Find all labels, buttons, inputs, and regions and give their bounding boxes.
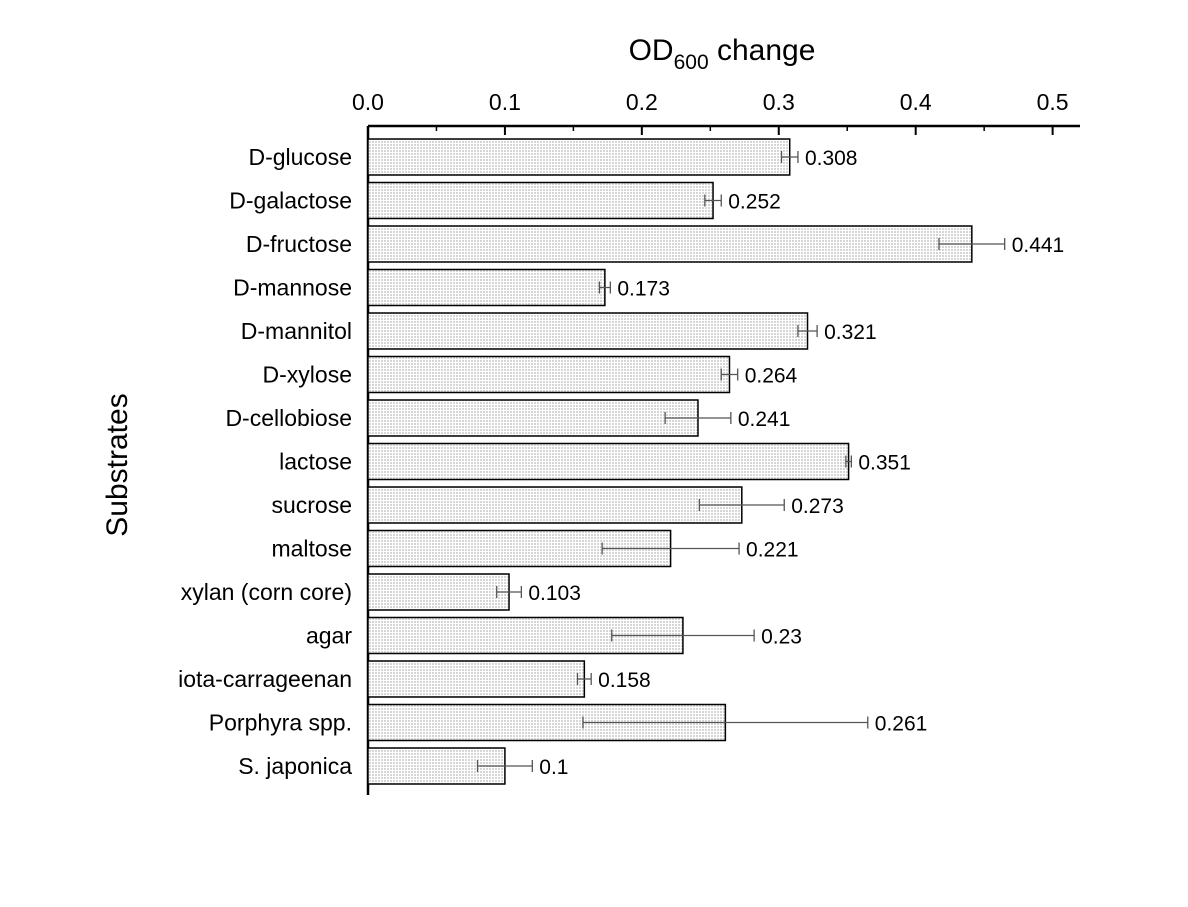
category-label: xylan (corn core) xyxy=(181,579,352,605)
value-label: 0.173 xyxy=(617,278,670,301)
category-label: D-galactose xyxy=(229,188,352,214)
x-tick-label: 0.1 xyxy=(489,89,521,115)
category-label: D-glucose xyxy=(248,144,352,170)
category-label: lactose xyxy=(279,449,352,475)
value-label: 0.308 xyxy=(805,147,858,170)
value-label: 0.103 xyxy=(528,582,581,605)
category-label: D-mannose xyxy=(233,275,352,301)
bar xyxy=(367,399,699,437)
x-tick-label: 0.4 xyxy=(900,89,932,115)
category-label: iota-carrageenan xyxy=(178,666,352,692)
value-label: 0.273 xyxy=(791,495,844,518)
y-axis-title: Substrates xyxy=(101,393,134,536)
category-label: sucrose xyxy=(271,492,352,518)
value-label: 0.158 xyxy=(598,669,651,692)
category-label: D-fructose xyxy=(246,231,352,257)
bar xyxy=(367,355,731,394)
category-label: maltose xyxy=(271,536,352,562)
value-label: 0.264 xyxy=(745,365,798,388)
bar xyxy=(367,181,714,220)
category-label: S. japonica xyxy=(238,753,352,779)
category-label: D-mannitol xyxy=(241,318,352,344)
bar xyxy=(367,747,506,785)
bar xyxy=(367,138,791,176)
value-label: 0.321 xyxy=(824,321,877,344)
plot-area: 0.0 0.1 0.2 0.3 0.4 0.5 D-glucose 0.308 D-galact… xyxy=(178,89,1080,795)
x-tick-label: 0.3 xyxy=(763,89,795,115)
x-tick-label: 0.5 xyxy=(1037,89,1069,115)
value-label: 0.1 xyxy=(539,756,568,779)
value-label: 0.252 xyxy=(728,191,781,214)
bar xyxy=(367,660,586,698)
category-label: Porphyra spp. xyxy=(209,710,352,736)
bar xyxy=(367,442,850,481)
category-label: agar xyxy=(306,623,352,649)
bar xyxy=(367,268,606,307)
value-label: 0.441 xyxy=(1012,234,1065,257)
value-label: 0.221 xyxy=(746,539,799,562)
x-axis-title: OD600 change xyxy=(629,34,816,74)
value-label: 0.23 xyxy=(761,626,802,649)
category-label: D-xylose xyxy=(263,362,352,388)
bar xyxy=(367,312,809,350)
bar xyxy=(367,486,743,524)
value-label: 0.241 xyxy=(738,408,791,431)
value-label: 0.261 xyxy=(875,713,928,736)
x-tick-label: 0.2 xyxy=(626,89,658,115)
x-tick-label: 0.0 xyxy=(352,89,384,115)
value-label: 0.351 xyxy=(858,452,911,475)
bar xyxy=(367,573,510,611)
category-label: D-cellobiose xyxy=(225,405,352,431)
bar xyxy=(367,225,973,263)
